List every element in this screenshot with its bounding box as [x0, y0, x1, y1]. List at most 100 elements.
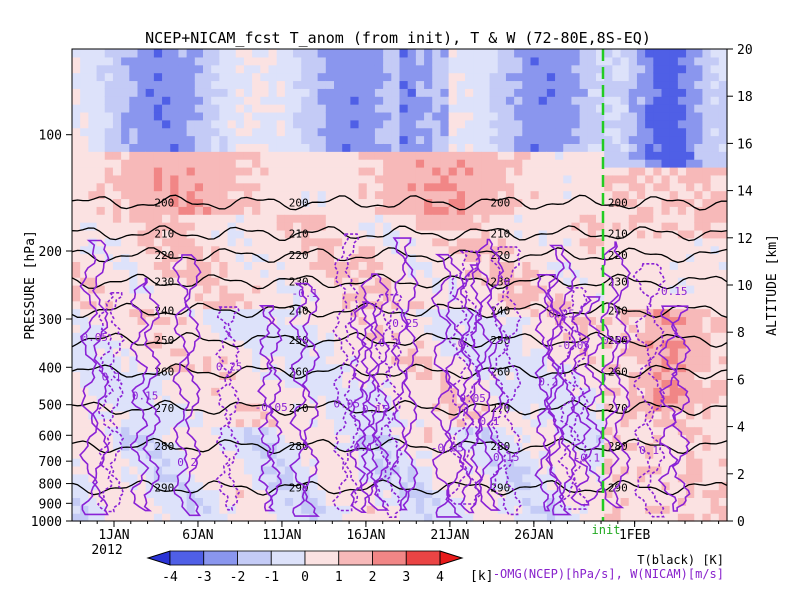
- heat-cell: [227, 174, 237, 184]
- heat-cell: [604, 387, 613, 396]
- heat-cell: [661, 96, 671, 105]
- heat-cell: [399, 410, 409, 420]
- heat-cell: [686, 229, 695, 239]
- heat-cell: [112, 363, 122, 373]
- heat-cell: [342, 465, 351, 475]
- heat-cell: [620, 229, 630, 239]
- heat-cell: [505, 426, 515, 436]
- heat-cell: [186, 371, 196, 380]
- heat-cell: [465, 174, 474, 184]
- heat-cell: [538, 308, 548, 318]
- heat-cell: [628, 473, 638, 483]
- heat-cell: [391, 340, 401, 349]
- heat-cell: [350, 379, 360, 388]
- heat-cell: [579, 395, 589, 404]
- heat-cell: [112, 245, 122, 255]
- heat-cell: [186, 111, 196, 121]
- heat-cell: [686, 308, 695, 318]
- heat-cell: [514, 80, 523, 89]
- heat-cell: [579, 379, 589, 388]
- heat-cell: [546, 379, 556, 388]
- heat-cell: [612, 473, 622, 483]
- heat-cell: [153, 49, 163, 58]
- heat-cell: [710, 418, 720, 428]
- heat-cell: [72, 269, 81, 278]
- heat-cell: [677, 159, 687, 168]
- heat-cell: [407, 426, 417, 436]
- heat-cell: [72, 442, 81, 451]
- temperature-contour-label: 270: [154, 402, 174, 415]
- heat-cell: [170, 379, 180, 388]
- heat-cell: [112, 56, 122, 66]
- heat-cell: [505, 237, 515, 247]
- heat-cell: [293, 450, 302, 459]
- heat-cell: [293, 269, 302, 278]
- heat-cell: [677, 473, 687, 483]
- heat-cell: [505, 458, 515, 467]
- heat-cell: [440, 143, 450, 152]
- heat-cell: [555, 64, 564, 74]
- heat-cell: [620, 64, 630, 74]
- heat-cell: [407, 167, 417, 176]
- heat-cell: [178, 135, 188, 144]
- heat-cell: [628, 458, 638, 467]
- heat-cell: [440, 64, 450, 74]
- heat-cell: [538, 497, 548, 506]
- heat-cell: [293, 104, 302, 113]
- heat-cell: [522, 174, 532, 184]
- heat-cell: [628, 347, 638, 357]
- heat-cell: [284, 387, 294, 396]
- heat-cell: [317, 473, 327, 483]
- heat-cell: [596, 143, 605, 152]
- heat-cell: [88, 403, 98, 412]
- heat-cell: [661, 222, 671, 231]
- heat-cell: [530, 355, 540, 365]
- heat-cell: [686, 285, 695, 294]
- heat-cell: [718, 277, 728, 286]
- heat-cell: [391, 300, 401, 310]
- heat-cell: [555, 88, 564, 97]
- heat-cell: [252, 96, 261, 105]
- heat-cell: [415, 434, 425, 443]
- heat-cell: [481, 513, 491, 522]
- heat-cell: [710, 214, 720, 223]
- heat-cell: [219, 135, 229, 144]
- heat-cell: [415, 159, 425, 168]
- heat-cell: [211, 347, 220, 357]
- heat-cell: [334, 206, 343, 215]
- heat-cell: [260, 316, 270, 325]
- heat-cell: [505, 143, 515, 152]
- heat-cell: [424, 379, 433, 388]
- heat-cell: [694, 300, 704, 310]
- heat-cell: [481, 379, 491, 388]
- heat-cell: [374, 450, 384, 459]
- heat-cell: [505, 214, 515, 223]
- heat-cell: [677, 465, 687, 475]
- heat-cell: [334, 410, 343, 420]
- heat-cell: [88, 190, 98, 200]
- heat-cell: [587, 49, 597, 58]
- heat-cell: [80, 505, 89, 514]
- heat-cell: [170, 72, 180, 82]
- heat-cell: [252, 159, 261, 168]
- heat-cell: [309, 300, 319, 310]
- heat-cell: [391, 127, 401, 137]
- heat-cell: [96, 56, 106, 66]
- heat-cell: [628, 497, 638, 506]
- heat-cell: [514, 206, 523, 215]
- heat-cell: [661, 104, 671, 113]
- heat-cell: [489, 190, 499, 200]
- y-altitude-tick-label: 12: [737, 232, 753, 247]
- heat-cell: [669, 72, 679, 82]
- heat-cell: [243, 513, 253, 522]
- heat-cell: [661, 481, 671, 491]
- heat-cell: [596, 363, 605, 373]
- heat-cell: [481, 190, 491, 200]
- heat-cell: [686, 371, 695, 380]
- heat-cell: [563, 64, 573, 74]
- heat-cell: [636, 72, 646, 82]
- heat-cell: [301, 229, 311, 239]
- heat-cell: [170, 269, 180, 278]
- heat-cell: [235, 465, 245, 475]
- heat-cell: [694, 513, 704, 522]
